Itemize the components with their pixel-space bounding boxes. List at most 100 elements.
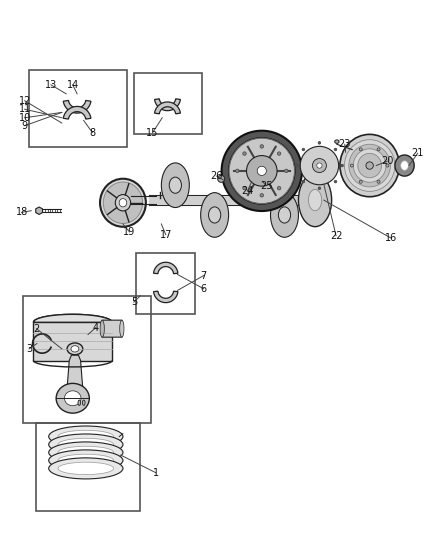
Text: 24: 24 bbox=[241, 186, 254, 196]
Text: 19: 19 bbox=[124, 227, 136, 237]
Polygon shape bbox=[155, 102, 180, 114]
Ellipse shape bbox=[377, 148, 380, 151]
Text: 8: 8 bbox=[89, 127, 95, 138]
Ellipse shape bbox=[300, 147, 339, 185]
Ellipse shape bbox=[318, 187, 321, 190]
Polygon shape bbox=[67, 355, 83, 389]
Ellipse shape bbox=[58, 462, 114, 474]
Ellipse shape bbox=[56, 383, 89, 413]
Ellipse shape bbox=[271, 192, 298, 237]
Text: 20: 20 bbox=[381, 156, 393, 166]
Ellipse shape bbox=[257, 166, 266, 175]
Ellipse shape bbox=[120, 320, 124, 337]
Ellipse shape bbox=[344, 140, 395, 191]
Ellipse shape bbox=[377, 180, 380, 183]
Bar bbox=[134, 72, 201, 134]
Ellipse shape bbox=[295, 164, 298, 167]
Text: 7: 7 bbox=[201, 271, 207, 280]
Text: 26: 26 bbox=[211, 171, 223, 181]
Ellipse shape bbox=[312, 158, 326, 173]
Ellipse shape bbox=[334, 180, 337, 183]
Ellipse shape bbox=[279, 207, 290, 223]
Ellipse shape bbox=[349, 144, 390, 187]
Ellipse shape bbox=[308, 189, 321, 211]
Ellipse shape bbox=[277, 152, 281, 155]
Ellipse shape bbox=[201, 192, 229, 237]
Polygon shape bbox=[63, 100, 91, 113]
Ellipse shape bbox=[353, 149, 386, 182]
Ellipse shape bbox=[359, 148, 362, 151]
Ellipse shape bbox=[302, 148, 305, 151]
Ellipse shape bbox=[366, 162, 373, 169]
Ellipse shape bbox=[49, 426, 123, 447]
Text: 4: 4 bbox=[93, 322, 99, 333]
Ellipse shape bbox=[49, 458, 123, 479]
Bar bbox=[33, 322, 112, 360]
Ellipse shape bbox=[243, 187, 246, 190]
Ellipse shape bbox=[260, 144, 264, 148]
Ellipse shape bbox=[82, 400, 85, 406]
Ellipse shape bbox=[115, 195, 131, 211]
Text: 17: 17 bbox=[159, 230, 172, 240]
Ellipse shape bbox=[49, 434, 123, 455]
Ellipse shape bbox=[260, 193, 264, 197]
Text: 25: 25 bbox=[260, 181, 272, 191]
FancyBboxPatch shape bbox=[102, 320, 122, 337]
Text: 10: 10 bbox=[18, 113, 31, 123]
Ellipse shape bbox=[169, 177, 181, 193]
Ellipse shape bbox=[161, 163, 189, 207]
Ellipse shape bbox=[67, 343, 83, 355]
Text: 15: 15 bbox=[146, 127, 159, 138]
Text: 2: 2 bbox=[33, 324, 39, 334]
Ellipse shape bbox=[318, 142, 321, 144]
Text: 22: 22 bbox=[330, 231, 342, 241]
Text: 9: 9 bbox=[21, 120, 28, 131]
Bar bbox=[29, 70, 127, 147]
Text: 12: 12 bbox=[18, 96, 31, 106]
Ellipse shape bbox=[119, 199, 127, 207]
Ellipse shape bbox=[350, 164, 353, 167]
Ellipse shape bbox=[103, 182, 143, 223]
Ellipse shape bbox=[335, 140, 339, 143]
Text: 1: 1 bbox=[152, 467, 159, 478]
Ellipse shape bbox=[243, 152, 246, 155]
Ellipse shape bbox=[64, 391, 81, 406]
Ellipse shape bbox=[58, 446, 114, 459]
Ellipse shape bbox=[341, 164, 343, 167]
Ellipse shape bbox=[340, 134, 399, 197]
Ellipse shape bbox=[334, 148, 337, 151]
Polygon shape bbox=[36, 207, 42, 214]
Ellipse shape bbox=[359, 180, 362, 183]
Text: 16: 16 bbox=[385, 233, 398, 244]
Ellipse shape bbox=[58, 454, 114, 467]
Ellipse shape bbox=[49, 450, 123, 471]
Ellipse shape bbox=[386, 164, 389, 167]
Ellipse shape bbox=[229, 138, 294, 204]
Text: 5: 5 bbox=[131, 297, 137, 307]
Text: 23: 23 bbox=[339, 139, 351, 149]
Polygon shape bbox=[33, 314, 112, 322]
Text: 11: 11 bbox=[18, 104, 31, 114]
Bar bbox=[22, 296, 151, 423]
Ellipse shape bbox=[208, 207, 221, 223]
Ellipse shape bbox=[302, 180, 305, 183]
Polygon shape bbox=[155, 99, 180, 111]
Ellipse shape bbox=[298, 174, 332, 227]
Bar bbox=[136, 253, 195, 314]
Ellipse shape bbox=[100, 320, 104, 337]
Text: 18: 18 bbox=[15, 207, 28, 217]
Ellipse shape bbox=[49, 442, 123, 463]
Text: 21: 21 bbox=[411, 148, 424, 158]
Ellipse shape bbox=[100, 179, 146, 227]
Polygon shape bbox=[63, 107, 91, 119]
Text: 3: 3 bbox=[26, 344, 32, 354]
Bar bbox=[35, 423, 141, 511]
Ellipse shape bbox=[285, 169, 288, 173]
Text: 13: 13 bbox=[45, 80, 57, 90]
Ellipse shape bbox=[277, 187, 281, 190]
Ellipse shape bbox=[236, 163, 264, 207]
Polygon shape bbox=[154, 262, 178, 273]
Ellipse shape bbox=[58, 430, 114, 443]
Ellipse shape bbox=[71, 346, 79, 352]
Ellipse shape bbox=[244, 177, 256, 193]
